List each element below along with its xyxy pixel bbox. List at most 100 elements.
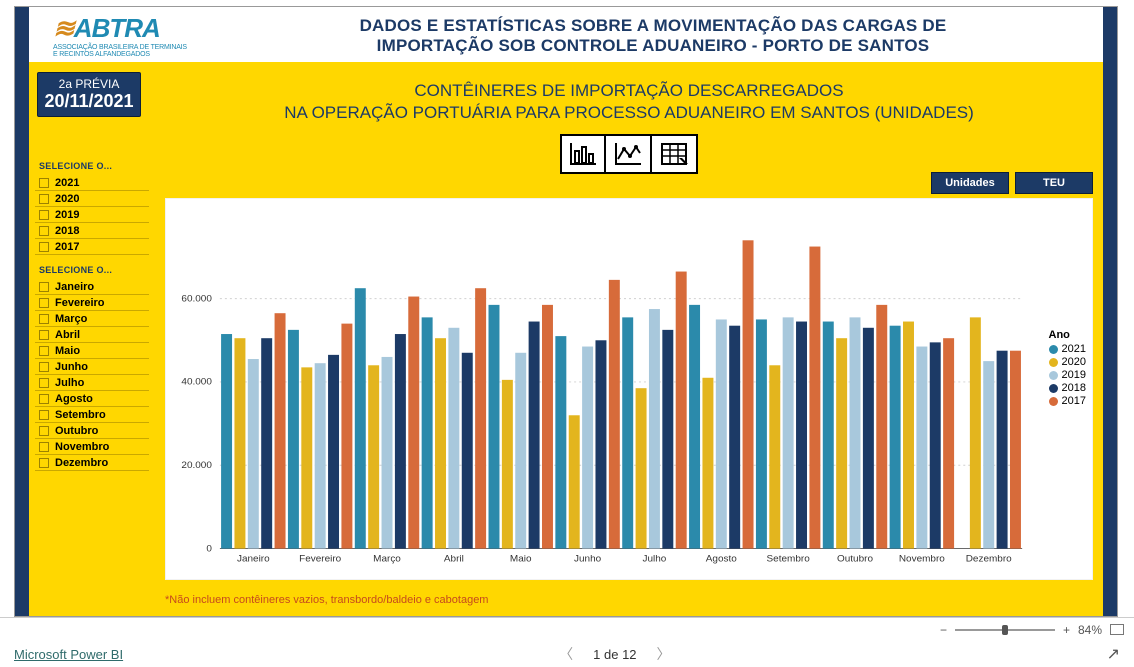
viewport: ≋ABTRA ASSOCIAÇÃO BRASILEIRA DE TERMINAI… xyxy=(0,0,1134,667)
slicer-year-label: 2019 xyxy=(55,209,79,221)
checkbox-icon[interactable] xyxy=(39,394,49,404)
bar-chart-icon[interactable] xyxy=(560,134,606,174)
checkbox-icon[interactable] xyxy=(39,210,49,220)
powerbi-link[interactable]: Microsoft Power BI xyxy=(14,647,123,662)
slicer-months[interactable]: Janeiro Fevereiro Março Abril MaioJunho Julho… xyxy=(35,279,149,471)
svg-text:Fevereiro: Fevereiro xyxy=(299,554,341,564)
logo-text: ABTRA xyxy=(74,13,160,43)
legend-swatch-icon xyxy=(1049,384,1058,393)
svg-text:Janeiro: Janeiro xyxy=(237,554,270,564)
slicer-month-label: Fevereiro xyxy=(55,297,105,309)
chart-title: CONTÊINERES DE IMPORTAÇÃO DESCARREGADOS … xyxy=(155,80,1103,124)
report-canvas: ≋ABTRA ASSOCIAÇÃO BRASILEIRA DE TERMINAI… xyxy=(14,6,1118,617)
zoom-slider[interactable] xyxy=(955,629,1055,631)
legend-label: 2019 xyxy=(1062,369,1086,381)
checkbox-icon[interactable] xyxy=(39,346,49,356)
slicer-years[interactable]: 2021 2020 2019 2018 2017 xyxy=(35,175,149,255)
slicer-year-label: 2021 xyxy=(55,177,79,189)
slicer-year-item[interactable]: 2020 xyxy=(35,191,149,207)
svg-text:Abril: Abril xyxy=(444,554,464,564)
checkbox-icon[interactable] xyxy=(39,298,49,308)
date-box: 2a PRÉVIA 20/11/2021 xyxy=(37,72,141,117)
svg-text:Maio: Maio xyxy=(510,554,532,564)
legend-swatch-icon xyxy=(1049,358,1058,367)
slicer-year-item[interactable]: 2018 xyxy=(35,223,149,239)
slicer-month-item[interactable]: Março xyxy=(35,311,149,327)
slicer-month-label: Novembro xyxy=(55,441,109,453)
legend-swatch-icon xyxy=(1049,345,1058,354)
chart-area[interactable]: 020.00040.00060.000JaneiroFevereiroMarço… xyxy=(165,198,1093,580)
next-page-button[interactable]: 〉 xyxy=(657,644,671,664)
legend-item[interactable]: 2017 xyxy=(1049,395,1086,407)
units-button[interactable]: Unidades xyxy=(931,172,1009,194)
slicer-month-item[interactable]: Outubro xyxy=(35,423,149,439)
svg-text:0: 0 xyxy=(206,544,212,554)
prev-page-button[interactable]: 〈 xyxy=(559,644,573,664)
slicer-month-label: Julho xyxy=(55,377,84,389)
table-icon[interactable] xyxy=(652,134,698,174)
legend-label: 2020 xyxy=(1062,356,1086,368)
slicer-year-item[interactable]: 2017 xyxy=(35,239,149,255)
slicer-month-item[interactable]: Fevereiro xyxy=(35,295,149,311)
slicer-month-item[interactable]: Maio xyxy=(35,343,149,359)
main-column: ≋ABTRA ASSOCIAÇÃO BRASILEIRA DE TERMINAI… xyxy=(29,7,1103,616)
slicer-month-label: Outubro xyxy=(55,425,98,437)
checkbox-icon[interactable] xyxy=(39,194,49,204)
slicer-month-label: Dezembro xyxy=(55,457,108,469)
slicer-year-item[interactable]: 2021 xyxy=(35,175,149,191)
zoom-out-button[interactable]: − xyxy=(940,623,947,637)
zoom-bar: − + 84% xyxy=(0,617,1134,641)
checkbox-icon[interactable] xyxy=(39,330,49,340)
legend-swatch-icon xyxy=(1049,397,1058,406)
logo-sub1: ASSOCIAÇÃO BRASILEIRA DE TERMINAIS xyxy=(53,44,213,51)
checkbox-icon[interactable] xyxy=(39,314,49,324)
date-line1: 2a PRÉVIA xyxy=(38,77,140,91)
slicer-month-label: Janeiro xyxy=(55,281,94,293)
slicer-month-item[interactable]: Agosto xyxy=(35,391,149,407)
checkbox-icon[interactable] xyxy=(39,362,49,372)
checkbox-icon[interactable] xyxy=(39,242,49,252)
footnote: *Não incluem contêineres vazios, transbo… xyxy=(165,594,488,606)
slicer-month-item[interactable]: Janeiro xyxy=(35,279,149,295)
slicer-month-item[interactable]: Setembro xyxy=(35,407,149,423)
mode-buttons: Unidades TEU xyxy=(931,172,1093,194)
slicer-month-item[interactable]: Julho xyxy=(35,375,149,391)
svg-text:Novembro: Novembro xyxy=(899,554,945,564)
legend-item[interactable]: 2020 xyxy=(1049,356,1086,368)
line-chart-icon[interactable] xyxy=(606,134,652,174)
legend-label: 2018 xyxy=(1062,382,1086,394)
checkbox-icon[interactable] xyxy=(39,178,49,188)
slicer-year-item[interactable]: 2019 xyxy=(35,207,149,223)
decor-bar-left xyxy=(15,7,29,616)
slicer-month-label: Abril xyxy=(55,329,80,341)
fit-to-page-icon[interactable] xyxy=(1110,624,1124,635)
checkbox-icon[interactable] xyxy=(39,442,49,452)
checkbox-icon[interactable] xyxy=(39,378,49,388)
slicer-month-label: Setembro xyxy=(55,409,106,421)
checkbox-icon[interactable] xyxy=(39,226,49,236)
legend: Ano20212020201920182017 xyxy=(1049,329,1086,408)
checkbox-icon[interactable] xyxy=(39,458,49,468)
legend-item[interactable]: 2021 xyxy=(1049,343,1086,355)
checkbox-icon[interactable] xyxy=(39,282,49,292)
slicer-month-item[interactable]: Novembro xyxy=(35,439,149,455)
checkbox-icon[interactable] xyxy=(39,426,49,436)
legend-item[interactable]: 2019 xyxy=(1049,369,1086,381)
slicer-month-item[interactable]: Abril xyxy=(35,327,149,343)
slicer-year-label: 2018 xyxy=(55,225,79,237)
svg-text:Março: Março xyxy=(373,554,401,564)
slicer-year-label: 2017 xyxy=(55,241,79,253)
view-mode-icons xyxy=(155,134,1103,174)
share-icon[interactable]: ↗ xyxy=(1107,644,1120,664)
legend-item[interactable]: 2018 xyxy=(1049,382,1086,394)
teu-button[interactable]: TEU xyxy=(1015,172,1093,194)
pager: 〈 1 de 12 〉 xyxy=(123,644,1107,664)
zoom-handle[interactable] xyxy=(1002,625,1008,635)
left-panel: 2a PRÉVIA 20/11/2021 SELECIONE O... 2021… xyxy=(29,62,155,616)
checkbox-icon[interactable] xyxy=(39,410,49,420)
slicer-month-item[interactable]: Dezembro xyxy=(35,455,149,471)
legend-label: 2017 xyxy=(1062,395,1086,407)
slicer-month-item[interactable]: Junho xyxy=(35,359,149,375)
zoom-in-button[interactable]: + xyxy=(1063,623,1070,637)
logo: ≋ABTRA ASSOCIAÇÃO BRASILEIRA DE TERMINAI… xyxy=(53,13,213,58)
